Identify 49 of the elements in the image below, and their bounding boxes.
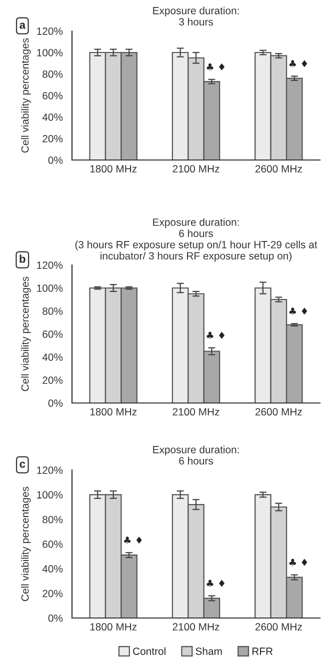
y-tick-label: 20% xyxy=(42,135,63,142)
y-tick-label: 0% xyxy=(48,156,63,164)
legend-label: Sham xyxy=(196,647,222,655)
x-tick-label: 2600 MHz xyxy=(255,623,302,631)
text: c xyxy=(20,462,26,468)
y-tick-label: 60% xyxy=(42,330,63,338)
y-tick-label: 40% xyxy=(42,565,63,573)
y-tick-label: 20% xyxy=(42,590,63,598)
x-tick-label: 2100 MHz xyxy=(172,165,220,173)
y-tick-label: 60% xyxy=(42,540,63,548)
chart-title: Exposure duration: 6 hours xyxy=(153,446,239,465)
x-tick-label: 1800 MHz xyxy=(90,623,137,631)
data-label: ♣ ♦ xyxy=(289,308,308,315)
legend-label: RFR xyxy=(252,648,273,655)
x-tick-label: 2600 MHz xyxy=(255,408,302,416)
y-axis-title: Cell viability percentages xyxy=(21,38,31,153)
chart-title: Exposure duration: 6 hours (3 hours RF exposure setup on/1 hour HT-29 cells at incubator/ 3 hours RF exposure setup on) xyxy=(75,218,318,262)
y-axis-title: Cell viability percentages xyxy=(21,486,31,602)
x-tick-label: 2600 MHz xyxy=(255,165,302,173)
y-tick-label: 100% xyxy=(37,491,63,499)
y-tick-label: 20% xyxy=(42,376,63,384)
text: a xyxy=(20,22,26,29)
data-label: ♣ ♦ xyxy=(206,63,224,70)
text: b xyxy=(20,254,26,263)
y-tick-label: 120% xyxy=(37,466,63,474)
chart-title: Exposure duration: 3 hours xyxy=(153,6,239,26)
data-label: ♣ ♦ xyxy=(289,558,308,566)
data-label: ♣ ♦ xyxy=(124,536,142,544)
data-label: ♣ ♦ xyxy=(289,60,308,68)
x-tick-label: 2100 MHz xyxy=(172,408,220,416)
y-tick-label: 120% xyxy=(37,262,63,269)
legend-label: Control xyxy=(133,647,166,655)
y-tick-label: 80% xyxy=(42,516,63,524)
y-axis-title: Cell viability percentages xyxy=(21,276,31,392)
y-tick-label: 100% xyxy=(37,284,63,292)
y-tick-label: 100% xyxy=(37,49,63,56)
y-tick-label: 80% xyxy=(42,70,63,78)
y-tick-label: 120% xyxy=(37,28,63,35)
x-tick-label: 1800 MHz xyxy=(90,408,137,416)
y-tick-label: 0% xyxy=(48,400,63,407)
data-label: ♣ ♦ xyxy=(206,332,224,339)
y-tick-label: 40% xyxy=(42,354,63,361)
x-tick-label: 1800 MHz xyxy=(90,165,137,173)
data-label: ♣ ♦ xyxy=(206,580,224,587)
y-tick-label: 80% xyxy=(42,308,63,315)
x-tick-label: 2100 MHz xyxy=(172,623,220,631)
y-tick-label: 60% xyxy=(42,92,63,100)
y-tick-label: 0% xyxy=(48,614,63,622)
y-tick-label: 40% xyxy=(42,114,63,121)
